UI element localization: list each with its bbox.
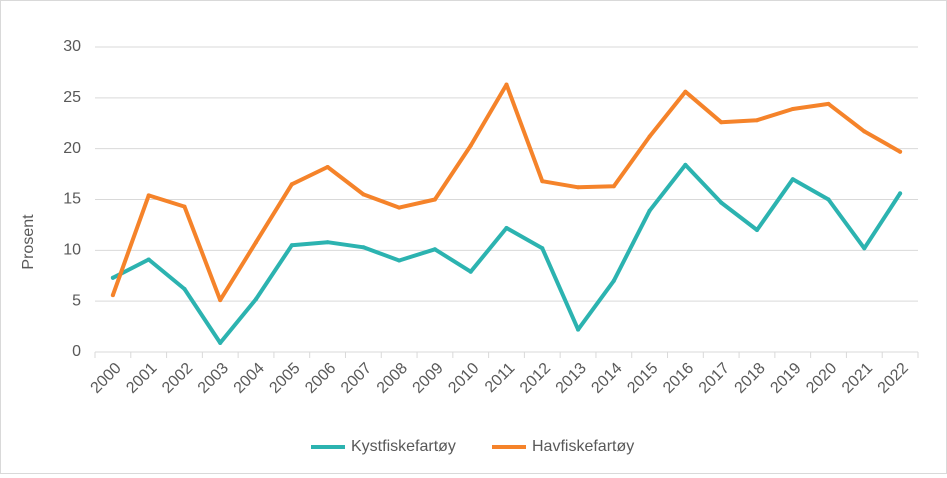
x-tick-label: 2004	[231, 360, 268, 397]
data-point	[182, 287, 187, 291]
x-tick-label: 2016	[660, 360, 697, 397]
x-tick-label: 2018	[732, 360, 769, 397]
legend-label-1: Kystfiskefartøy	[351, 438, 456, 455]
y-tick-label: 0	[72, 343, 81, 360]
data-point	[826, 101, 831, 106]
data-point	[611, 184, 616, 189]
series-line-1	[110, 162, 903, 345]
x-axis-ticks: 2000200120022003200420052006200720082009…	[88, 360, 912, 397]
legend: Kystfiskefartøy Havfiskefartøy	[311, 438, 634, 455]
data-point	[647, 208, 652, 213]
y-tick-label: 10	[63, 242, 81, 259]
data-point	[110, 293, 115, 298]
data-point	[254, 297, 258, 302]
data-point	[683, 162, 688, 167]
data-point	[898, 191, 903, 196]
data-point	[218, 298, 223, 303]
x-tick-label: 2022	[875, 360, 912, 397]
data-point	[361, 245, 366, 250]
data-point	[325, 165, 330, 169]
x-tick-label: 2013	[553, 360, 590, 397]
data-point	[432, 197, 437, 202]
data-point	[862, 246, 867, 251]
data-point	[683, 89, 688, 94]
data-point	[826, 197, 831, 202]
x-tick-label: 2012	[517, 360, 554, 397]
x-tick-label: 2005	[266, 360, 303, 397]
data-point	[647, 134, 652, 139]
data-point	[576, 327, 581, 332]
x-tick-label: 2000	[88, 360, 125, 397]
x-tick-label: 2006	[302, 360, 339, 397]
x-tick-label: 2021	[839, 360, 876, 397]
data-point	[397, 205, 402, 210]
x-tick-label: 2002	[159, 360, 196, 397]
x-tick-label: 2007	[338, 360, 375, 397]
data-point	[361, 192, 366, 197]
x-tick-label: 2009	[410, 360, 447, 397]
y-tick-label: 25	[63, 89, 81, 106]
data-point	[611, 278, 616, 283]
x-tick-label: 2003	[195, 360, 232, 397]
data-point	[468, 143, 473, 148]
x-tick-label: 2017	[696, 360, 733, 397]
data-point	[504, 226, 509, 230]
data-point	[755, 228, 759, 232]
data-point	[289, 182, 294, 187]
series-lines	[110, 82, 903, 345]
data-point	[254, 240, 258, 245]
data-point	[110, 275, 115, 280]
data-point	[719, 200, 724, 205]
data-point	[397, 258, 402, 263]
gridlines	[94, 46, 919, 358]
y-axis-ticks: 0 5 10 15 20 25 30	[63, 38, 81, 360]
data-point	[218, 340, 223, 345]
y-tick-label: 20	[63, 140, 81, 157]
data-point	[719, 120, 724, 125]
data-point	[432, 247, 437, 252]
data-point	[862, 129, 867, 134]
y-axis-label: Prosent	[20, 214, 37, 270]
data-point	[790, 107, 795, 111]
data-point	[325, 240, 330, 245]
x-tick-label: 2001	[123, 360, 160, 397]
x-tick-label: 2011	[482, 360, 518, 396]
data-point	[146, 193, 151, 198]
x-tick-label: 2014	[588, 360, 625, 397]
y-tick-label: 5	[72, 292, 81, 309]
legend-label-2: Havfiskefartøy	[532, 438, 634, 455]
y-tick-label: 15	[63, 191, 81, 208]
data-point	[898, 149, 903, 154]
data-point	[468, 269, 473, 274]
data-point	[755, 118, 759, 123]
x-tick-label: 2010	[445, 360, 482, 397]
data-point	[576, 185, 581, 190]
data-point	[504, 82, 509, 87]
x-tick-label: 2008	[374, 360, 411, 397]
data-point	[790, 177, 795, 182]
y-tick-label: 30	[63, 38, 81, 55]
data-point	[289, 243, 294, 248]
data-point	[182, 204, 187, 209]
data-point	[540, 246, 545, 251]
x-tick-label: 2020	[803, 360, 840, 397]
data-point	[540, 179, 545, 184]
x-tick-label: 2015	[624, 360, 661, 397]
data-point	[146, 257, 151, 262]
x-tick-label: 2019	[767, 360, 804, 397]
